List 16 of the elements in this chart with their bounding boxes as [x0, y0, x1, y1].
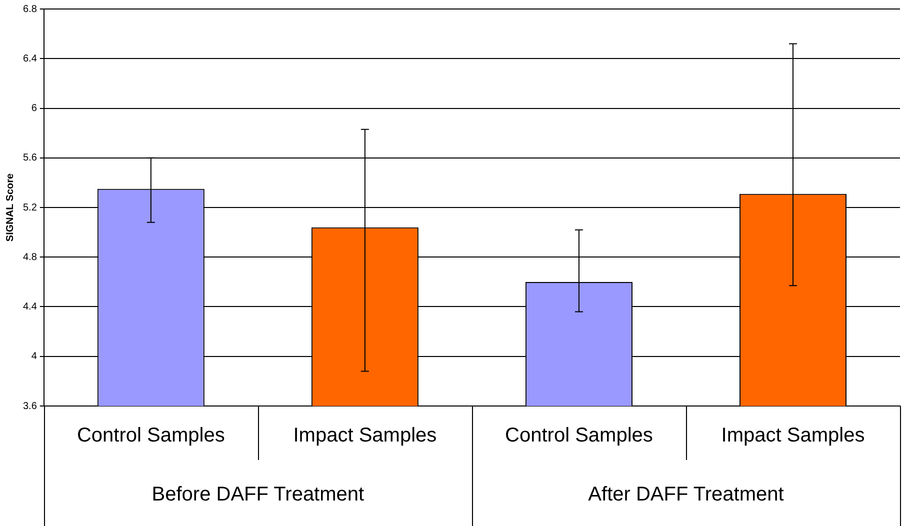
- y-tick-label: 5.2: [22, 202, 38, 214]
- y-tick-label: 6.8: [22, 4, 38, 15]
- x-tick-label: Control Samples: [76, 424, 225, 447]
- y-tick-label: 4.8: [22, 252, 38, 263]
- x-tick-label: Impact Samples: [721, 424, 865, 447]
- x-tick-label: Control Samples: [505, 424, 653, 447]
- y-tick-label: 6: [31, 103, 38, 114]
- x-tick-label: Impact Samples: [293, 424, 437, 447]
- text: Before DAFF Treatment: [152, 484, 365, 506]
- text: After DAFF Treatment: [588, 484, 784, 506]
- y-tick-label: 4: [31, 351, 38, 362]
- y-tick-label: 3.6: [22, 400, 38, 412]
- y-axis-title: SIGNAL Score: [4, 172, 16, 242]
- y-tick-label: 5.6: [22, 152, 38, 164]
- y-tick-label: 4.4: [22, 302, 38, 312]
- y-tick-label: 6.4: [22, 53, 38, 64]
